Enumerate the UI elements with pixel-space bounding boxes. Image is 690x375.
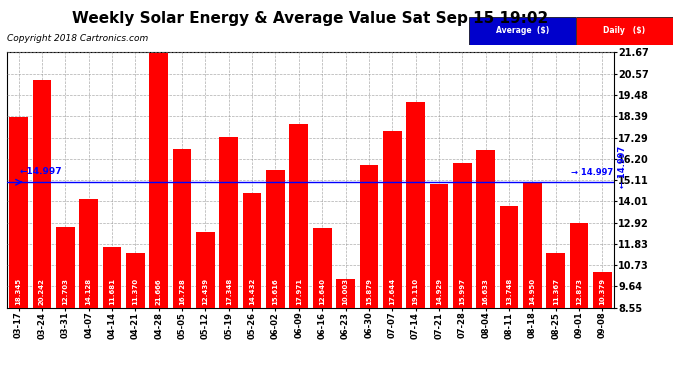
Bar xyxy=(476,150,495,375)
Text: 12.439: 12.439 xyxy=(202,278,208,304)
Text: ← 14.997: ← 14.997 xyxy=(618,146,627,188)
Text: Daily   ($): Daily ($) xyxy=(603,26,646,36)
Bar xyxy=(383,131,402,375)
Text: 18.345: 18.345 xyxy=(16,278,21,304)
Text: 16.728: 16.728 xyxy=(179,278,185,304)
Text: Copyright 2018 Cartronics.com: Copyright 2018 Cartronics.com xyxy=(7,34,148,43)
Text: → 14.997: → 14.997 xyxy=(571,168,613,177)
Text: 11.370: 11.370 xyxy=(132,278,139,304)
Text: 13.748: 13.748 xyxy=(506,278,512,304)
Bar xyxy=(430,183,448,375)
Text: 14.950: 14.950 xyxy=(529,278,535,304)
Bar xyxy=(149,53,168,375)
Text: 15.879: 15.879 xyxy=(366,278,372,304)
Text: ←14.997: ←14.997 xyxy=(20,167,62,176)
Text: 14.432: 14.432 xyxy=(249,278,255,304)
Bar xyxy=(219,136,238,375)
Text: 12.640: 12.640 xyxy=(319,278,325,304)
Text: 14.929: 14.929 xyxy=(436,278,442,304)
Text: 16.633: 16.633 xyxy=(482,278,489,304)
Bar xyxy=(523,183,542,375)
Bar xyxy=(453,163,472,375)
Bar xyxy=(359,165,378,375)
Bar xyxy=(56,227,75,375)
Bar xyxy=(593,272,612,375)
Text: 17.971: 17.971 xyxy=(296,278,302,304)
Text: 17.644: 17.644 xyxy=(389,278,395,304)
Text: 11.367: 11.367 xyxy=(553,278,559,304)
Text: Average  ($): Average ($) xyxy=(496,26,549,36)
Text: 17.348: 17.348 xyxy=(226,278,232,304)
Bar xyxy=(172,148,191,375)
Text: 15.997: 15.997 xyxy=(460,278,465,304)
Bar xyxy=(570,224,589,375)
Bar xyxy=(243,193,262,375)
Bar xyxy=(313,228,331,375)
Text: 21.666: 21.666 xyxy=(156,278,161,304)
Text: 12.873: 12.873 xyxy=(576,278,582,304)
Bar xyxy=(266,170,285,375)
Text: 20.242: 20.242 xyxy=(39,278,45,304)
Text: 11.681: 11.681 xyxy=(109,278,115,304)
Bar xyxy=(32,80,51,375)
Bar xyxy=(290,124,308,375)
Bar xyxy=(196,232,215,375)
Bar xyxy=(406,102,425,375)
Text: 12.703: 12.703 xyxy=(62,278,68,304)
Bar xyxy=(9,117,28,375)
Text: 14.128: 14.128 xyxy=(86,278,92,304)
Bar xyxy=(79,199,98,375)
Text: 19.110: 19.110 xyxy=(413,278,419,304)
Text: 10.003: 10.003 xyxy=(342,278,348,304)
Bar xyxy=(103,247,121,375)
Text: 10.379: 10.379 xyxy=(600,278,605,304)
Text: Weekly Solar Energy & Average Value Sat Sep 15 19:02: Weekly Solar Energy & Average Value Sat … xyxy=(72,11,549,26)
Bar xyxy=(500,207,518,375)
Bar xyxy=(546,253,565,375)
Text: 15.616: 15.616 xyxy=(273,278,279,304)
Bar xyxy=(336,279,355,375)
Bar xyxy=(126,253,145,375)
